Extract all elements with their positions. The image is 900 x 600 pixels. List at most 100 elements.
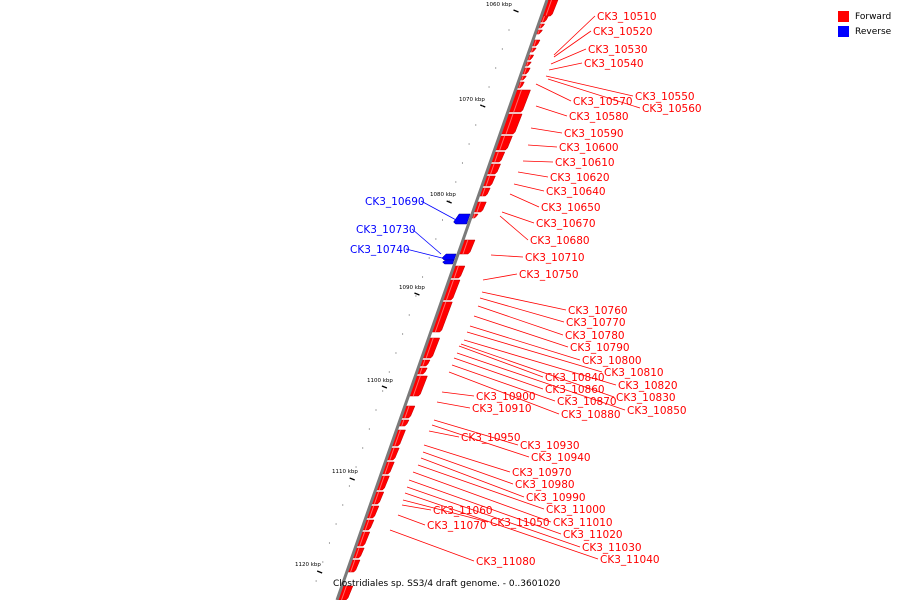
gene-block-highlight (533, 39, 537, 47)
gene-label[interactable]: CK3_10610 (555, 157, 615, 169)
gene-label[interactable]: CK3_10900 (476, 391, 536, 403)
leader-line (499, 215, 529, 241)
gene-label[interactable]: CK3_10740 (350, 244, 410, 256)
gene-block-highlight (434, 301, 447, 333)
gene-label[interactable]: CK3_10550 (635, 91, 695, 103)
leader-line (481, 291, 567, 311)
gene-label[interactable]: CK3_10880 (561, 409, 621, 421)
leader-line (547, 78, 641, 109)
tick-mark (446, 200, 452, 204)
gene-block-highlight (422, 359, 426, 367)
leader-line (545, 75, 634, 97)
leader-line (553, 30, 592, 58)
leader-line (535, 105, 568, 117)
gene-label[interactable]: CK3_10860 (545, 384, 605, 396)
gene-label[interactable]: CK3_11030 (582, 542, 642, 554)
gene-label[interactable]: CK3_10840 (545, 372, 605, 384)
leader-line (509, 193, 540, 208)
gene-label[interactable]: CK3_10620 (550, 172, 610, 184)
gene-label[interactable]: CK3_10940 (531, 452, 591, 464)
leader-line (469, 325, 581, 361)
gene-label[interactable]: CK3_10800 (582, 355, 642, 367)
tick-label: 1090 kbp (399, 285, 425, 291)
gene-label[interactable]: CK3_10750 (519, 269, 579, 281)
gene-label[interactable]: CK3_10760 (568, 305, 628, 317)
gene-label[interactable]: CK3_11020 (563, 529, 623, 541)
gene-label[interactable]: CK3_10980 (515, 479, 575, 491)
gene-label[interactable]: CK3_10810 (604, 367, 664, 379)
gene-label[interactable]: CK3_11010 (553, 517, 613, 529)
gene-block-highlight (485, 175, 491, 187)
gene-label[interactable]: CK3_10650 (541, 202, 601, 214)
gene-label[interactable]: CK3_10600 (559, 142, 619, 154)
gene-label[interactable]: CK3_11040 (600, 554, 660, 566)
gene-label[interactable]: CK3_11060 (433, 505, 493, 517)
gene-block-highlight (528, 54, 531, 61)
gene-label[interactable]: CK3_10520 (593, 26, 653, 38)
leader-line (548, 62, 583, 71)
leader-line (477, 305, 564, 336)
gene-label[interactable]: CK3_10870 (557, 396, 617, 408)
leader-line (441, 391, 475, 397)
tick-mark (349, 477, 355, 481)
gene-label[interactable]: CK3_10780 (565, 330, 625, 342)
gene-block-highlight (404, 405, 410, 419)
gene-label[interactable]: CK3_10590 (564, 128, 624, 140)
gene-label[interactable]: CK3_10790 (570, 342, 630, 354)
legend-swatch-forward (838, 11, 849, 22)
leader-line (473, 315, 569, 348)
gene-block-highlight (394, 429, 401, 447)
gene-label[interactable]: CK3_10570 (573, 96, 633, 108)
leader-line (431, 424, 530, 458)
gene-block-highlight (523, 67, 527, 75)
leader-line (466, 331, 603, 373)
gene-label[interactable]: CK3_10770 (566, 317, 626, 329)
gene-label[interactable]: CK3_10970 (512, 467, 572, 479)
gene-label[interactable]: CK3_10580 (569, 111, 629, 123)
leader-line (490, 254, 524, 258)
leader-line (513, 183, 545, 192)
gene-label[interactable]: CK3_10950 (461, 432, 521, 444)
gene-label[interactable]: CK3_10990 (526, 492, 586, 504)
tick-label: 1120 kbp (295, 562, 321, 568)
gene-label[interactable]: CK3_11080 (476, 556, 536, 568)
gene-label[interactable]: CK3_10830 (616, 392, 676, 404)
gene-label[interactable]: CK3_10560 (642, 103, 702, 115)
gene-label[interactable]: CK3_11070 (427, 520, 487, 532)
leader-line (412, 471, 552, 523)
gene-block-highlight (369, 505, 375, 519)
gene-block-highlight (446, 279, 454, 301)
gene-label[interactable]: CK3_10640 (546, 186, 606, 198)
leader-line (397, 514, 426, 526)
gene-label[interactable]: CK3_10850 (627, 405, 687, 417)
leader-line (501, 211, 535, 224)
tick-label: 1100 kbp (367, 378, 393, 384)
gene-label[interactable]: CK3_10690 (365, 196, 425, 208)
leader-line (527, 144, 558, 148)
leader-line (550, 48, 587, 65)
gene-block-highlight (481, 187, 486, 197)
leader-line (522, 160, 554, 163)
genome-caption: Clostridiales sp. SS3/4 draft genome. - … (333, 579, 561, 589)
gene-label[interactable]: CK3_10670 (536, 218, 596, 230)
tick-label: 1080 kbp (430, 192, 456, 198)
leader-line (433, 419, 519, 446)
gene-label[interactable]: CK3_10530 (588, 44, 648, 56)
gene-label[interactable]: CK3_10910 (472, 403, 532, 415)
gene-block-highlight (539, 23, 542, 29)
gene-label[interactable]: CK3_10680 (530, 235, 590, 247)
gene-label[interactable]: CK3_11000 (546, 504, 606, 516)
gene-label[interactable]: CK3_11050 (490, 517, 550, 529)
leader-line (422, 451, 514, 485)
gene-label[interactable]: CK3_10820 (618, 380, 678, 392)
leader-line (517, 171, 549, 178)
gene-label[interactable]: CK3_10710 (525, 252, 585, 264)
gene-block-reverse (453, 213, 471, 225)
tick-label: 1110 kbp (332, 469, 358, 475)
leader-line (458, 345, 544, 378)
gene-label[interactable]: CK3_10930 (520, 440, 580, 452)
gene-label[interactable]: CK3_10510 (597, 11, 657, 23)
gene-label[interactable]: CK3_10540 (584, 58, 644, 70)
gene-label[interactable]: CK3_10730 (356, 224, 416, 236)
